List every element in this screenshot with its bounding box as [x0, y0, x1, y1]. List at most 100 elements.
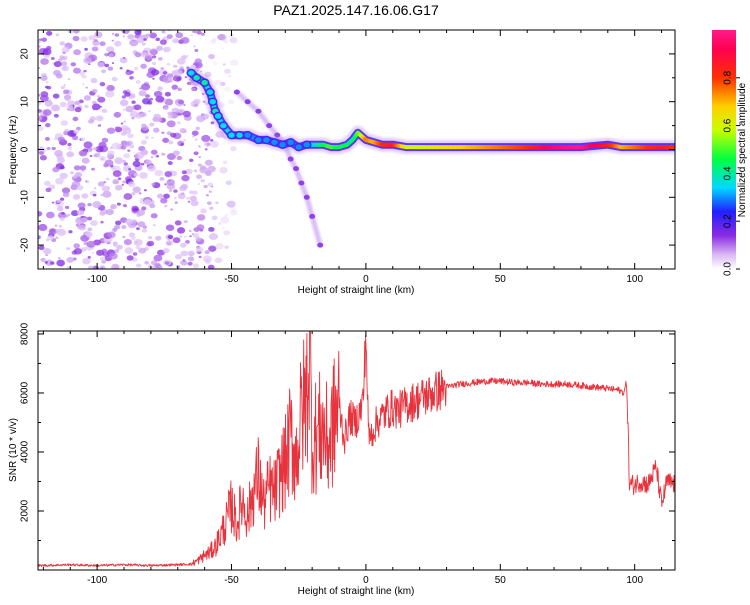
- noise-blob: [112, 40, 114, 42]
- noise-blob: [164, 106, 169, 110]
- noise-blob: [173, 150, 180, 156]
- snr-x-tick-label: -100: [87, 575, 107, 586]
- noise-blob: [218, 222, 221, 224]
- noise-blob: [43, 109, 52, 116]
- noise-blob: [180, 143, 183, 146]
- noise-blob: [140, 64, 147, 69]
- noise-blob: [215, 201, 219, 204]
- noise-blob: [194, 151, 199, 155]
- noise-blob: [55, 237, 58, 239]
- branch-point: [298, 180, 304, 185]
- noise-blob: [61, 86, 66, 90]
- noise-blob: [82, 158, 90, 164]
- noise-blob: [45, 261, 48, 264]
- noise-blob: [58, 257, 61, 259]
- snr-y-axis-label: SNR (10 * v/v): [8, 418, 19, 482]
- noise-blob: [195, 58, 202, 64]
- noise-blob: [115, 185, 122, 191]
- noise-blob: [170, 170, 172, 172]
- noise-blob: [142, 228, 147, 232]
- noise-blob: [151, 137, 154, 139]
- snr-y-tick-label: 8000: [20, 322, 31, 345]
- noise-blob: [62, 56, 68, 61]
- noise-blob: [40, 95, 49, 102]
- noise-blob: [101, 69, 106, 73]
- noise-blob: [122, 184, 124, 186]
- noise-blob: [99, 41, 105, 46]
- noise-blob: [106, 85, 114, 91]
- noise-blob: [183, 111, 191, 117]
- noise-blob: [54, 150, 63, 157]
- noise-blob: [220, 82, 225, 86]
- ridge-blob: [236, 132, 244, 139]
- noise-blob: [194, 170, 198, 173]
- noise-blob: [48, 100, 51, 102]
- noise-blob: [224, 69, 231, 74]
- noise-blob: [154, 255, 163, 262]
- noise-blob: [65, 206, 69, 209]
- noise-blob: [197, 214, 206, 221]
- noise-blob: [123, 153, 130, 158]
- noise-blob: [100, 221, 103, 224]
- noise-blob: [193, 45, 196, 47]
- noise-blob: [182, 170, 187, 174]
- noise-blob: [115, 220, 121, 225]
- noise-blob: [215, 243, 223, 250]
- noise-blob: [69, 153, 73, 156]
- noise-blob: [38, 224, 47, 231]
- noise-blob: [90, 155, 93, 157]
- noise-blob: [57, 206, 63, 211]
- noise-blob: [224, 87, 231, 92]
- spectrogram-y-axis-label: Frequency (Hz): [8, 116, 19, 185]
- noise-blob: [56, 200, 60, 203]
- noise-blob: [117, 203, 121, 206]
- colorbar-tick-label: 0.8: [723, 70, 734, 84]
- ridge-blob: [295, 144, 303, 151]
- noise-blob: [126, 70, 129, 72]
- noise-blob: [167, 242, 171, 245]
- noise-blob: [112, 62, 114, 64]
- noise-blob: [205, 259, 211, 264]
- noise-blob: [50, 261, 54, 264]
- noise-blob: [205, 148, 208, 150]
- noise-blob: [99, 156, 106, 161]
- noise-blob: [76, 224, 80, 227]
- noise-blob: [228, 99, 234, 104]
- noise-blob: [81, 36, 88, 42]
- spectrogram-x-tick-label: 100: [626, 274, 643, 285]
- noise-blob: [130, 236, 135, 240]
- noise-blob: [73, 194, 80, 200]
- noise-blob: [169, 190, 172, 192]
- noise-blob: [223, 230, 230, 235]
- noise-blob: [102, 191, 111, 198]
- noise-blob: [110, 204, 117, 209]
- noise-blob: [156, 38, 160, 41]
- noise-blob: [73, 49, 81, 55]
- noise-blob: [224, 214, 228, 217]
- noise-blob: [129, 97, 132, 100]
- noise-blob: [56, 260, 65, 267]
- noise-blob: [165, 47, 172, 52]
- noise-blob: [229, 37, 237, 43]
- noise-blob: [163, 248, 170, 253]
- noise-blob: [94, 39, 98, 42]
- ridge-blob: [214, 113, 222, 120]
- colorbar: 0.00.20.40.60.8 Normalized spectral ampl…: [712, 30, 748, 276]
- noise-blob: [102, 109, 108, 113]
- noise-blob: [93, 194, 97, 197]
- noise-blob: [153, 128, 160, 133]
- noise-blob: [133, 186, 141, 192]
- branch-point: [234, 90, 240, 95]
- noise-blob: [152, 62, 156, 65]
- noise-blob: [208, 227, 214, 232]
- spectrogram-x-tick-label: -100: [87, 274, 107, 285]
- noise-blob: [86, 87, 88, 89]
- noise-blob: [220, 217, 229, 224]
- noise-blob: [54, 61, 62, 67]
- ridge-blob: [206, 89, 214, 96]
- noise-blob: [63, 192, 69, 197]
- noise-blob: [206, 143, 210, 146]
- noise-blob: [219, 167, 227, 174]
- noise-blob: [53, 94, 60, 99]
